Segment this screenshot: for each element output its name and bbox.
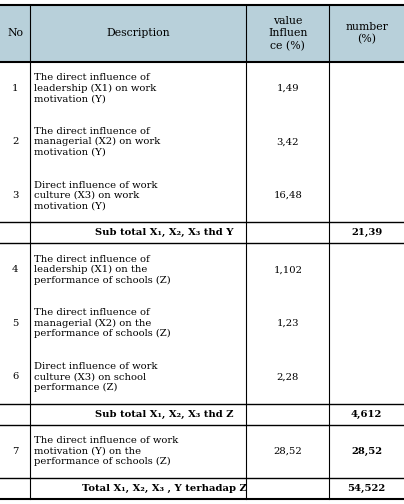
Text: 16,48: 16,48 xyxy=(274,191,302,200)
Text: 28,52: 28,52 xyxy=(274,447,302,456)
Text: value
Influen
ce (%): value Influen ce (%) xyxy=(268,16,307,51)
Text: 7: 7 xyxy=(12,447,18,456)
Text: 2: 2 xyxy=(12,138,18,146)
Text: Description: Description xyxy=(107,28,170,38)
Text: The direct influence of
leadership (X1) on work
motivation (Y): The direct influence of leadership (X1) … xyxy=(34,74,156,103)
Text: 4: 4 xyxy=(12,265,19,274)
Text: The direct influence of work
motivation (Y) on the
performance of schools (Z): The direct influence of work motivation … xyxy=(34,436,178,466)
Text: 54,522: 54,522 xyxy=(347,484,386,493)
Text: number
(%): number (%) xyxy=(345,22,388,45)
Text: Total X₁, X₂, X₃ , Y terhadap Z: Total X₁, X₂, X₃ , Y terhadap Z xyxy=(82,484,247,493)
Bar xyxy=(0,5,404,61)
Text: 21,39: 21,39 xyxy=(351,228,382,237)
Text: 5: 5 xyxy=(12,319,18,328)
Text: Direct influence of work
culture (X3) on work
motivation (Y): Direct influence of work culture (X3) on… xyxy=(34,180,157,210)
Text: The direct influence of
leadership (X1) on the
performance of schools (Z): The direct influence of leadership (X1) … xyxy=(34,255,170,285)
Text: Direct influence of work
culture (X3) on school
performance (Z): Direct influence of work culture (X3) on… xyxy=(34,362,157,392)
Text: The direct influence of
managerial (X2) on work
motivation (Y): The direct influence of managerial (X2) … xyxy=(34,127,160,157)
Text: 2,28: 2,28 xyxy=(277,372,299,382)
Text: 1,23: 1,23 xyxy=(277,319,299,328)
Text: 4,612: 4,612 xyxy=(351,410,382,419)
Text: 6: 6 xyxy=(12,372,18,382)
Text: The direct influence of
managerial (X2) on the
performance of schools (Z): The direct influence of managerial (X2) … xyxy=(34,308,170,338)
Text: 1,102: 1,102 xyxy=(274,265,302,274)
Text: Sub total X₁, X₂, X₃ thd Y: Sub total X₁, X₂, X₃ thd Y xyxy=(95,228,234,237)
Text: 3: 3 xyxy=(12,191,18,200)
Text: No: No xyxy=(7,28,23,38)
Text: Sub total X₁, X₂, X₃ thd Z: Sub total X₁, X₂, X₃ thd Z xyxy=(95,410,234,419)
Text: 28,52: 28,52 xyxy=(351,447,382,456)
Text: 1,49: 1,49 xyxy=(276,84,299,93)
Text: 3,42: 3,42 xyxy=(277,138,299,146)
Text: 1: 1 xyxy=(12,84,19,93)
